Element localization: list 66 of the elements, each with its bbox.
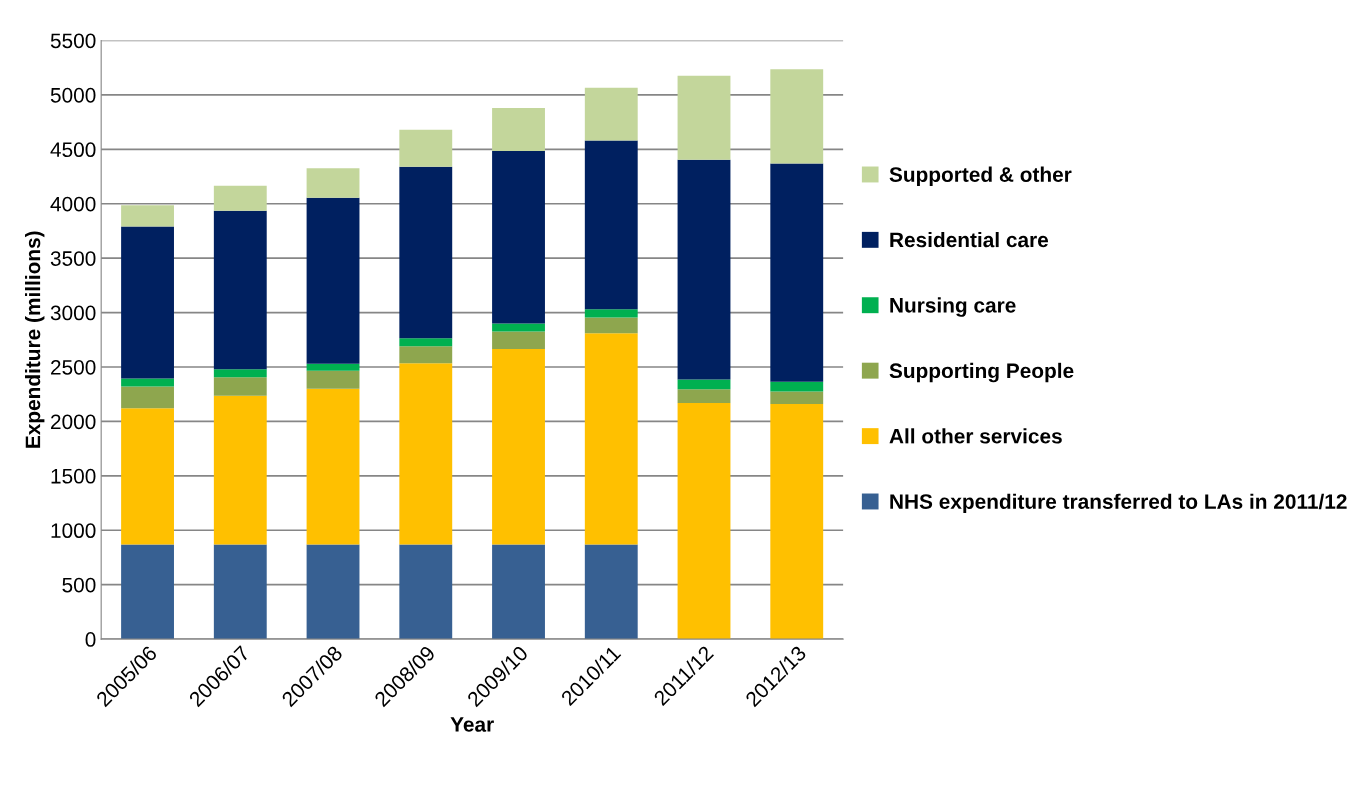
bar [584,317,638,334]
bar [492,349,545,545]
y-tick-label: 2000 [51,414,96,430]
bar [770,391,824,404]
legend-label: Nursing care [890,297,1016,317]
bar [399,363,453,545]
bar [399,338,453,347]
y-tick-label: 5000 [50,87,96,103]
bar [213,377,267,396]
legend-label: Residential care [890,231,1049,248]
bar [492,150,545,324]
y-tick-label: 0 [85,632,96,647]
bar [677,159,731,380]
bar [584,333,638,545]
bar [492,331,545,350]
bar [584,544,638,640]
legend-label: Supporting People [889,362,1074,383]
bar [213,395,267,545]
bar [770,404,824,640]
y-tick-label: 4500 [50,142,96,158]
bar [399,166,453,339]
bar [677,389,731,403]
bar [121,544,174,640]
legend-label: Supported & other [889,166,1072,187]
y-tick-label: 500 [62,577,96,593]
y-tick-label: 2500 [51,359,96,375]
y-tick-label: 3500 [50,251,96,266]
y-tick-label: 1500 [51,468,96,484]
bar [677,402,731,640]
legend-label: NHS expenditure transferred to LAs in 2011/12 [890,493,1347,514]
bar [306,197,360,364]
bar [492,323,545,332]
y-tick-label: 3000 [50,305,96,321]
bar [121,226,174,379]
bar [584,140,638,310]
bar [306,544,360,640]
y-axis-title: Expenditure (millions) [25,231,45,448]
bar [399,544,453,640]
bar [306,168,360,198]
bar [213,369,267,378]
bar [121,378,174,387]
bar [121,205,174,227]
bar [399,346,453,364]
y-tick-label: 4000 [50,196,96,212]
legend-label: All other services [889,428,1062,444]
bar [213,185,267,211]
bar [770,381,824,392]
bar [306,370,360,389]
y-tick-label: 5500 [50,33,96,49]
bar [584,309,638,318]
bar [584,87,638,141]
bar [213,210,267,370]
bar [770,69,824,164]
bar [492,544,545,640]
bar [677,75,731,160]
bar [492,107,545,151]
x-axis-title: Year [450,717,494,732]
bar [306,388,360,545]
y-tick-label: 1000 [51,523,96,539]
bar [677,379,731,390]
bar [399,129,453,167]
bar [770,163,824,382]
bar [121,408,174,545]
bar [306,363,360,371]
bar [121,386,174,409]
bar [213,544,267,640]
